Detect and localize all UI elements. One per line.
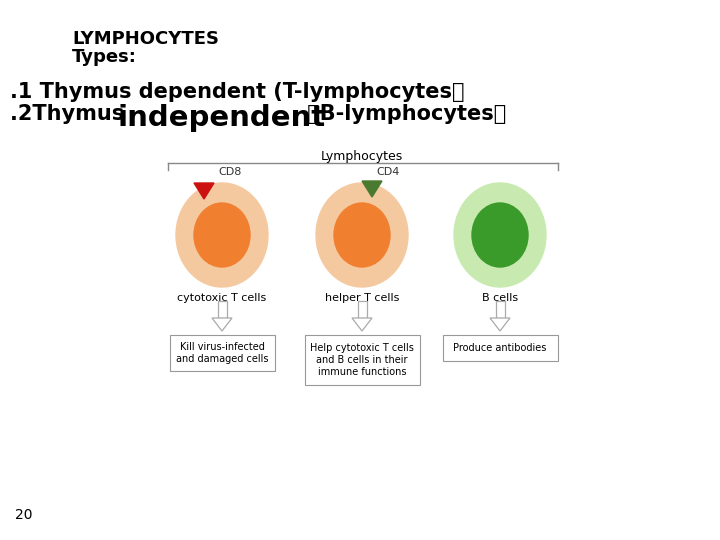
Ellipse shape <box>194 203 250 267</box>
Text: Lymphocytes: Lymphocytes <box>321 150 403 163</box>
Text: .1 Thymus dependent (T-lymphocytes）: .1 Thymus dependent (T-lymphocytes） <box>10 82 464 102</box>
Text: Help cytotoxic T cells
and B cells in their
immune functions: Help cytotoxic T cells and B cells in th… <box>310 343 414 376</box>
Ellipse shape <box>454 183 546 287</box>
Bar <box>169 335 274 371</box>
Ellipse shape <box>472 203 528 267</box>
Polygon shape <box>212 318 232 331</box>
Text: independent: independent <box>118 104 326 132</box>
Polygon shape <box>490 318 510 331</box>
Bar <box>495 301 505 318</box>
Bar <box>358 301 366 318</box>
Bar <box>217 301 227 318</box>
Text: Produce antibodies: Produce antibodies <box>454 343 546 353</box>
Text: CD8: CD8 <box>218 167 241 177</box>
Text: Types:: Types: <box>72 48 137 66</box>
Polygon shape <box>362 181 382 197</box>
Text: （B-lymphocytes）: （B-lymphocytes） <box>300 104 506 124</box>
Text: LYMPHOCYTES: LYMPHOCYTES <box>72 30 219 48</box>
Text: CD4: CD4 <box>376 167 400 177</box>
Text: Kill virus-infected
and damaged cells: Kill virus-infected and damaged cells <box>176 342 269 364</box>
Ellipse shape <box>176 183 268 287</box>
Text: 20: 20 <box>15 508 32 522</box>
Text: helper T cells: helper T cells <box>325 293 399 303</box>
Polygon shape <box>352 318 372 331</box>
Polygon shape <box>194 183 214 199</box>
Text: B cells: B cells <box>482 293 518 303</box>
Bar <box>443 335 557 361</box>
Text: .2Thymus: .2Thymus <box>10 104 139 124</box>
Text: cytotoxic T cells: cytotoxic T cells <box>177 293 266 303</box>
Ellipse shape <box>334 203 390 267</box>
Bar <box>305 335 420 385</box>
Ellipse shape <box>316 183 408 287</box>
